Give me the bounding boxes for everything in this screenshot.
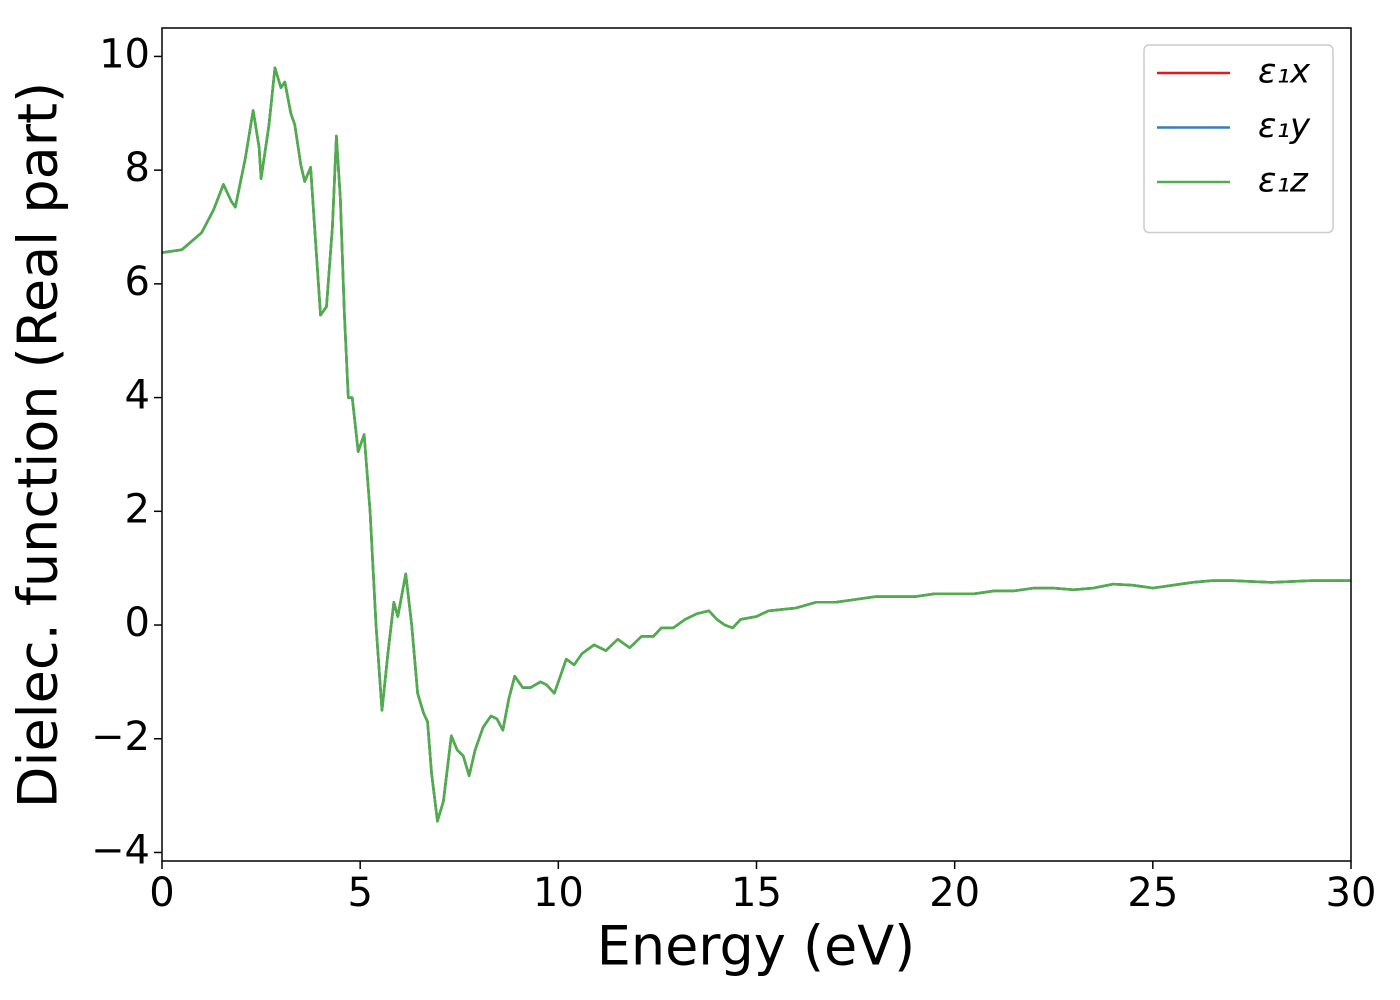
- y-tick-label: 6: [125, 259, 150, 305]
- y-tick-label: 10: [99, 31, 150, 77]
- plot-frame: [161, 27, 1352, 862]
- legend-label: ε₁z: [1258, 161, 1309, 201]
- y-tick-label: −4: [91, 827, 150, 873]
- x-tick-label: 15: [731, 870, 782, 916]
- legend-label: ε₁x: [1258, 52, 1311, 92]
- legend-box: [1143, 44, 1334, 234]
- series-line: [162, 66, 1351, 823]
- y-tick-label: 8: [125, 145, 150, 191]
- x-axis-label: Energy (eV): [597, 915, 916, 978]
- x-tick-label: 5: [347, 870, 372, 916]
- legend-label: ε₁y: [1258, 106, 1311, 146]
- x-tick-label: 30: [1326, 870, 1377, 916]
- y-axis-label: Dielec. function (Real part): [7, 82, 70, 808]
- x-tick-label: 0: [149, 870, 174, 916]
- y-tick-label: 2: [125, 486, 150, 532]
- y-tick-label: 0: [125, 600, 150, 646]
- x-tick-label: 10: [533, 870, 584, 916]
- x-tick-label: 25: [1127, 870, 1178, 916]
- y-tick-label: 4: [125, 373, 150, 419]
- x-tick-label: 20: [929, 870, 980, 916]
- y-tick-label: −2: [91, 714, 150, 760]
